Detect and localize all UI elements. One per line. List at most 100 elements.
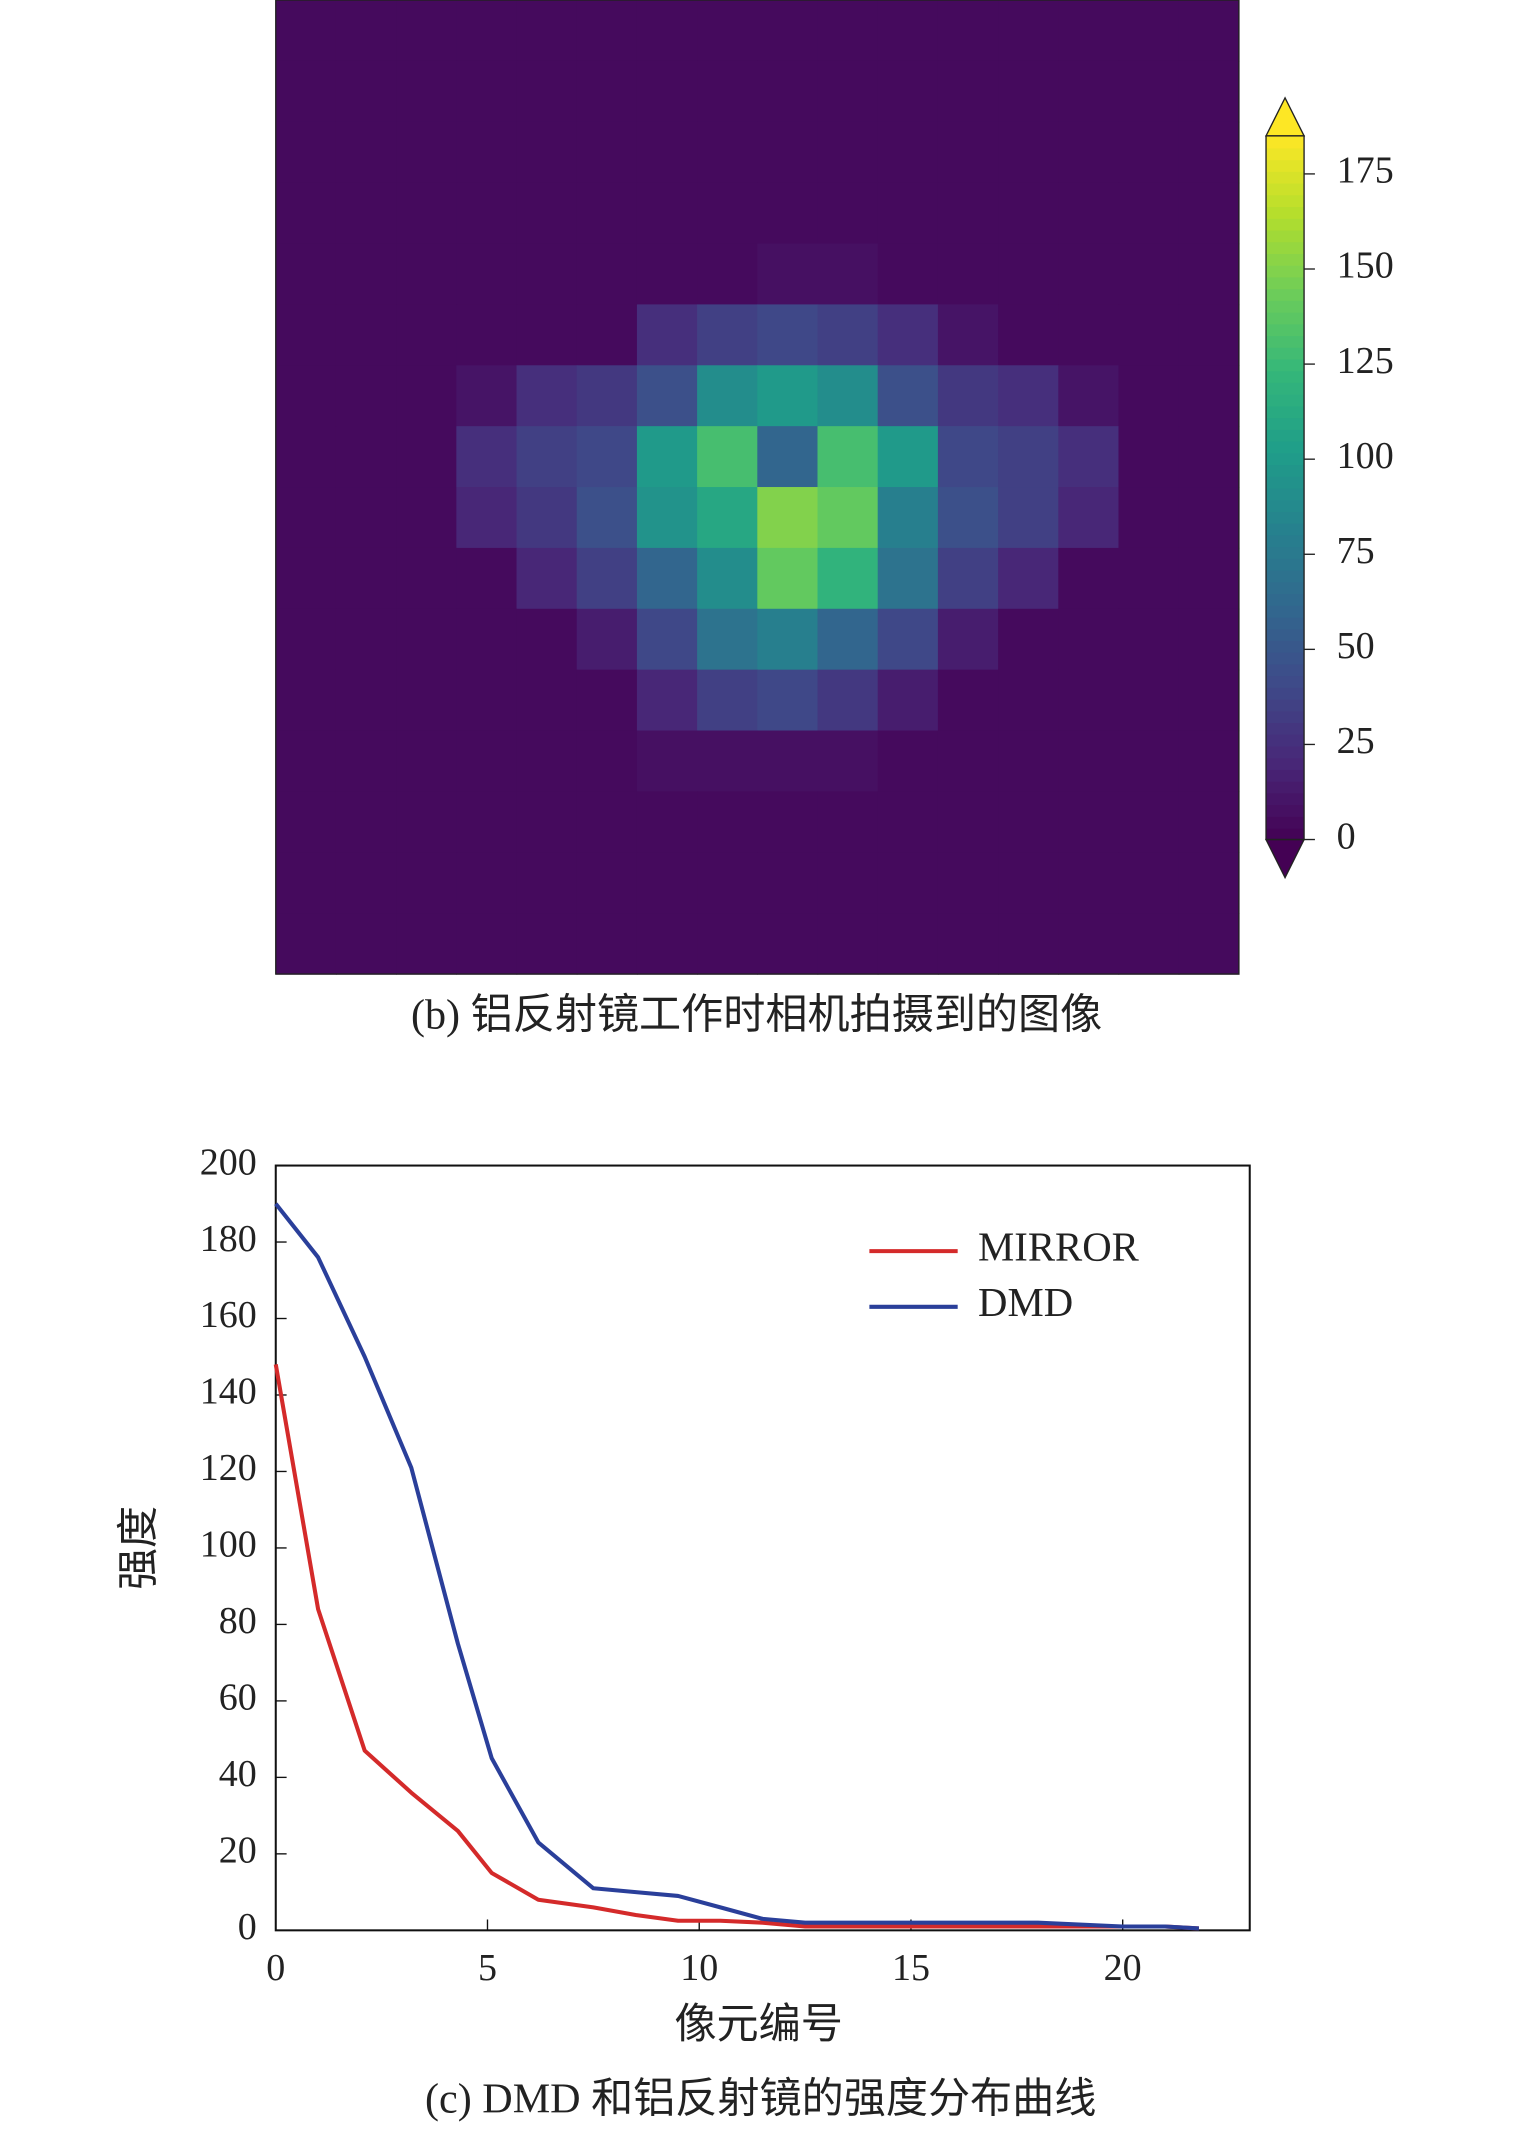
heatmap-cell (275, 60, 337, 123)
heatmap-cell (817, 487, 879, 549)
heatmap-cell (1058, 608, 1120, 671)
heatmap-cell (636, 730, 698, 793)
heatmap-cell (456, 304, 518, 366)
heatmap-cell (516, 913, 578, 975)
colorbar-segment (1266, 546, 1305, 559)
heatmap-cell (697, 426, 758, 488)
x-tick-label: 10 (680, 1947, 718, 1989)
heatmap-cell (757, 243, 819, 306)
heatmap-cell (636, 121, 698, 184)
heatmap-cell (877, 304, 939, 366)
heatmap-cell (877, 243, 939, 306)
colorbar-segment (1266, 346, 1305, 360)
heatmap-cell (335, 791, 397, 853)
heatmap-cell (817, 426, 879, 488)
heatmap-cell (998, 182, 1059, 245)
colorbar-tick-label: 175 (1337, 150, 1394, 192)
heatmap-cell (1118, 365, 1180, 427)
heatmap-cell (576, 913, 638, 975)
heatmap-cell (335, 730, 397, 793)
heatmap-cell (757, 730, 819, 793)
heatmap-cell (396, 0, 458, 62)
heatmap-cell (1058, 304, 1120, 366)
heatmap-cell (937, 60, 999, 123)
heatmap-cell (998, 608, 1059, 671)
heatmap-cell (817, 913, 879, 975)
heatmap-cell (757, 365, 819, 427)
heatmap-cell (456, 60, 518, 123)
heatmap-cell (697, 547, 758, 610)
colorbar-segment (1266, 581, 1305, 595)
colorbar-segment (1266, 499, 1305, 512)
heatmap-cell (516, 669, 578, 732)
y-tick-label: 140 (200, 1371, 257, 1413)
heatmap-cell (335, 487, 397, 549)
heatmap-cell (998, 121, 1059, 184)
heatmap-cell (1058, 913, 1120, 975)
heatmap-cell (757, 852, 819, 914)
heatmap-cell (1118, 669, 1180, 732)
heatmap-cell (998, 60, 1059, 123)
heatmap-cell (757, 608, 819, 671)
heatmap-cell (817, 669, 879, 732)
colorbar-tick-label: 50 (1337, 625, 1375, 667)
heatmap-cell (576, 487, 638, 549)
heatmap-cell (335, 913, 397, 975)
heatmap-cell (998, 730, 1059, 793)
heatmap-cell (396, 60, 458, 123)
heatmap-cell (636, 426, 698, 488)
colorbar-segment (1266, 604, 1305, 618)
colorbar-segment (1266, 558, 1305, 571)
colorbar-segment (1266, 370, 1305, 383)
heatmap-cell (757, 0, 819, 62)
heatmap-cell (456, 913, 518, 975)
heatmap-cell (998, 426, 1059, 488)
colorbar-segment (1266, 757, 1305, 770)
heatmap-cell (396, 730, 458, 793)
heatmap-cell (998, 547, 1059, 610)
heatmap-cell (998, 0, 1059, 62)
heatmap-cell (817, 608, 879, 671)
heatmap-cell (817, 852, 879, 914)
heatmap-cell (1058, 365, 1120, 427)
heatmap-cell (335, 365, 397, 427)
heatmap-cell (1118, 791, 1180, 853)
heatmap-cell (697, 0, 758, 62)
heatmap-cell (937, 913, 999, 975)
y-tick-label: 60 (219, 1677, 257, 1719)
heatmap-cell (1058, 60, 1120, 123)
heatmap-cell (697, 182, 758, 245)
heatmap-cell (1118, 730, 1180, 793)
heatmap-cell (516, 547, 578, 610)
heatmap-cell (335, 304, 397, 366)
heatmap-cell (636, 608, 698, 671)
heatmap-cell (817, 243, 879, 306)
y-tick-label: 100 (200, 1524, 257, 1566)
heatmap-cell (1178, 608, 1240, 671)
heatmap-cell (516, 608, 578, 671)
heatmap-cell (275, 791, 337, 853)
y-tick-label: 80 (219, 1600, 257, 1642)
heatmap-cell (456, 608, 518, 671)
colorbar-tick-label: 0 (1337, 815, 1356, 857)
x-tick-label: 5 (478, 1947, 497, 1989)
colorbar-segment (1266, 171, 1305, 184)
colorbar-segment (1266, 733, 1305, 747)
heatmap-cell (757, 913, 819, 975)
colorbar-extend-bottom (1264, 838, 1306, 880)
heatmap-cell (516, 791, 578, 853)
heatmap-cell (516, 365, 578, 427)
heatmap-cell (636, 669, 698, 732)
colorbar-tick-label: 75 (1337, 530, 1375, 572)
heatmap-cell (636, 0, 698, 62)
heatmap-cell (275, 913, 337, 975)
colorbar-tick-label: 25 (1337, 720, 1375, 762)
heatmap-cell (998, 669, 1059, 732)
heatmap-cell (877, 0, 939, 62)
heatmap-cell (757, 487, 819, 549)
series-line (274, 1202, 1200, 1931)
heatmap-cell (516, 730, 578, 793)
heatmap-cell (335, 60, 397, 123)
heatmap-cell (697, 852, 758, 914)
heatmap-cell (576, 365, 638, 427)
